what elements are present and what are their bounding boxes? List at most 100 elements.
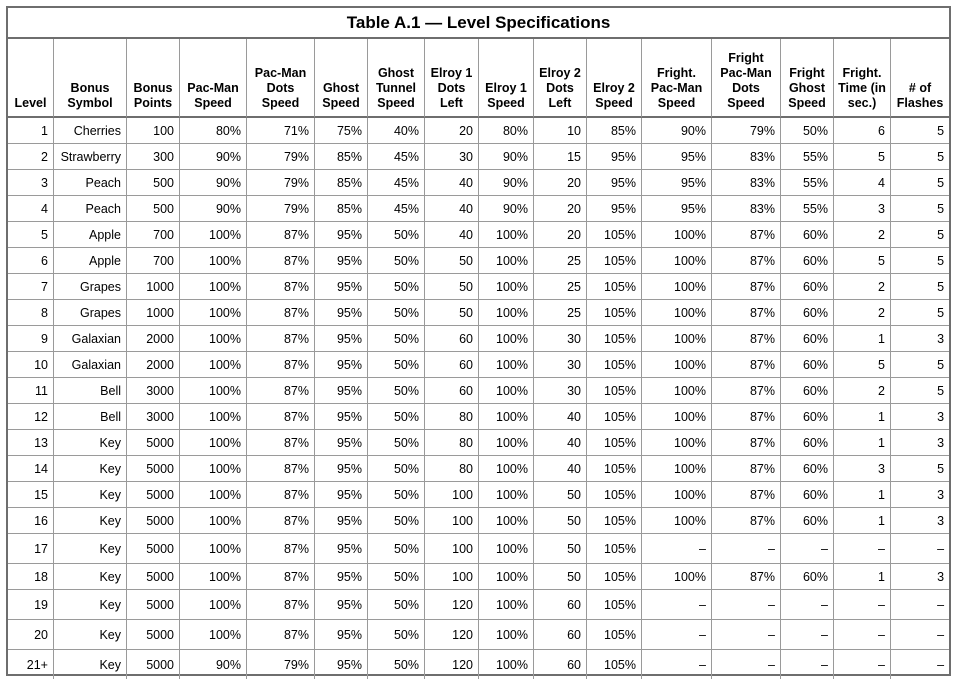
table-row: 18 Key 5000 100% 87% 95% 50% 100 100% 50 105% 100% 8… <box>8 564 950 590</box>
table-cell: 105% <box>587 326 642 352</box>
column-header: Bonus Symbol <box>54 39 127 118</box>
table-row: 11 Bell 3000 100% 87% 95% 50% 60 100% 30 105% 100% 8… <box>8 378 950 404</box>
table-cell: 120 <box>425 590 479 620</box>
table-cell: 12 <box>8 404 54 430</box>
level-specifications-table: Table A.1 — Level Specifications Level Bo… <box>8 8 950 679</box>
table-cell: 87% <box>712 482 781 508</box>
table-cell: 50 <box>534 482 587 508</box>
table-cell: 17 <box>8 534 54 564</box>
table-cell: 3 <box>891 326 950 352</box>
table-cell: 100% <box>180 430 247 456</box>
table-cell: 87% <box>247 564 315 590</box>
table-cell: 100% <box>479 534 534 564</box>
table-cell: Peach <box>54 196 127 222</box>
table-cell: Grapes <box>54 274 127 300</box>
table-cell: 100% <box>479 378 534 404</box>
table-cell: 3 <box>834 456 891 482</box>
table-cell: 105% <box>587 378 642 404</box>
table-cell: 2 <box>834 300 891 326</box>
table-cell: 100% <box>180 508 247 534</box>
table-cell: 87% <box>712 326 781 352</box>
table-cell: 87% <box>247 248 315 274</box>
table-cell: 50% <box>368 352 425 378</box>
table-cell: 100% <box>642 352 712 378</box>
table-cell: 5 <box>891 248 950 274</box>
table-cell: Bell <box>54 378 127 404</box>
table-cell: 80% <box>180 118 247 144</box>
table-cell: 30 <box>534 378 587 404</box>
table-cell: 100% <box>479 482 534 508</box>
table-cell: 87% <box>712 564 781 590</box>
table-cell: 100% <box>642 300 712 326</box>
table-cell: 83% <box>712 196 781 222</box>
table-cell: 100% <box>642 430 712 456</box>
table-cell: 79% <box>247 144 315 170</box>
table-cell: 105% <box>587 300 642 326</box>
table-row: 7 Grapes 1000 100% 87% 95% 50% 50 100% 25 105% 100%… <box>8 274 950 300</box>
table-cell: 87% <box>247 590 315 620</box>
table-cell: 5000 <box>127 650 180 679</box>
table-cell: 5 <box>891 196 950 222</box>
table-cell: 100% <box>180 482 247 508</box>
table-cell: 50% <box>368 564 425 590</box>
table-cell: 100% <box>642 404 712 430</box>
table-cell: 50% <box>368 590 425 620</box>
table-cell: 105% <box>587 430 642 456</box>
table-cell: 50% <box>368 482 425 508</box>
table-cell: 15 <box>534 144 587 170</box>
table-row: 1 Cherries 100 80% 71% 75% 40% 20 80% 10 85% 90% 79%… <box>8 118 950 144</box>
table-cell: 105% <box>587 456 642 482</box>
table-cell: 45% <box>368 144 425 170</box>
table-cell: 85% <box>315 144 368 170</box>
table-cell: 700 <box>127 222 180 248</box>
table-cell: 20 <box>534 170 587 196</box>
table-cell: 87% <box>712 352 781 378</box>
table-cell: 60% <box>781 274 834 300</box>
table-cell: 21+ <box>8 650 54 679</box>
table-cell: 87% <box>247 482 315 508</box>
table-cell: 87% <box>712 274 781 300</box>
table-cell: 5 <box>891 300 950 326</box>
table-cell: 60% <box>781 378 834 404</box>
table-cell: 1 <box>8 118 54 144</box>
table-cell: 50% <box>368 508 425 534</box>
table-cell: 18 <box>8 564 54 590</box>
table-cell: 87% <box>247 620 315 650</box>
column-header: Fright Ghost Speed <box>781 39 834 118</box>
table-cell: 3000 <box>127 404 180 430</box>
table-cell: 20 <box>534 222 587 248</box>
table-cell: 87% <box>247 352 315 378</box>
table-cell: 105% <box>587 482 642 508</box>
table-cell: Apple <box>54 222 127 248</box>
table-cell: 87% <box>247 274 315 300</box>
table-cell: 13 <box>8 430 54 456</box>
table-cell: 1000 <box>127 300 180 326</box>
table-cell: 60% <box>781 222 834 248</box>
table-cell: 9 <box>8 326 54 352</box>
table-cell: Key <box>54 508 127 534</box>
table-row: 3 Peach 500 90% 79% 85% 45% 40 90% 20 95% 95% 83% 55%… <box>8 170 950 196</box>
table-cell: 55% <box>781 196 834 222</box>
table-cell: 95% <box>315 482 368 508</box>
table-cell: 25 <box>534 300 587 326</box>
table-cell: 1 <box>834 564 891 590</box>
table-cell: 6 <box>834 118 891 144</box>
table-cell: 19 <box>8 590 54 620</box>
table-cell: 60% <box>781 248 834 274</box>
table-cell: 105% <box>587 620 642 650</box>
table-cell: 100 <box>425 564 479 590</box>
table-cell: – <box>642 534 712 564</box>
table-cell: 1000 <box>127 274 180 300</box>
table-cell: – <box>891 590 950 620</box>
table-cell: – <box>642 590 712 620</box>
table-cell: 80 <box>425 404 479 430</box>
table-row: 2 Strawberry 300 90% 79% 85% 45% 30 90% 15 95% 95% 8… <box>8 144 950 170</box>
table-cell: 95% <box>315 508 368 534</box>
table-cell: Peach <box>54 170 127 196</box>
column-header: Fright. Pac-Man Speed <box>642 39 712 118</box>
table-cell: 87% <box>247 456 315 482</box>
table-cell: 100 <box>127 118 180 144</box>
table-cell: 87% <box>247 404 315 430</box>
table-cell: 95% <box>315 300 368 326</box>
table-cell: 100 <box>425 508 479 534</box>
